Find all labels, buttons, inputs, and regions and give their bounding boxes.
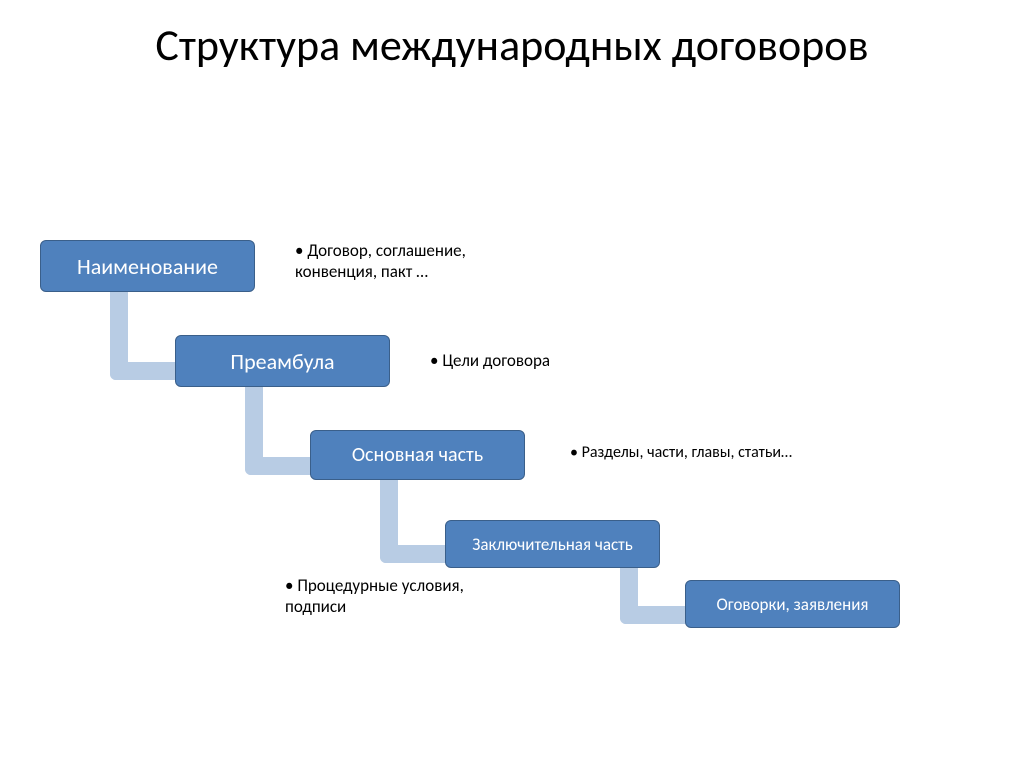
node-naimenovanie: Наименование: [40, 240, 255, 292]
bullet-naimenovanie: Договор, соглашение, конвенция, пакт …: [295, 240, 525, 283]
node-zaklyuchitelnaya: Заключительная часть: [445, 520, 660, 568]
slide-title: Структура международных договоров: [0, 20, 1024, 71]
bullet-zaklyuchitelnaya: Процедурные условия, подписи: [285, 575, 485, 618]
node-osnovnaya: Основная часть: [310, 430, 525, 480]
slide: Структура международных договоров Наимен…: [0, 0, 1024, 768]
bullet-preambula: Цели договора: [430, 350, 650, 371]
bullet-osnovnaya: Разделы, части, главы, статьи…: [570, 443, 870, 463]
node-ogovorki: Оговорки, заявления: [685, 580, 900, 628]
node-preambula: Преамбула: [175, 335, 390, 387]
